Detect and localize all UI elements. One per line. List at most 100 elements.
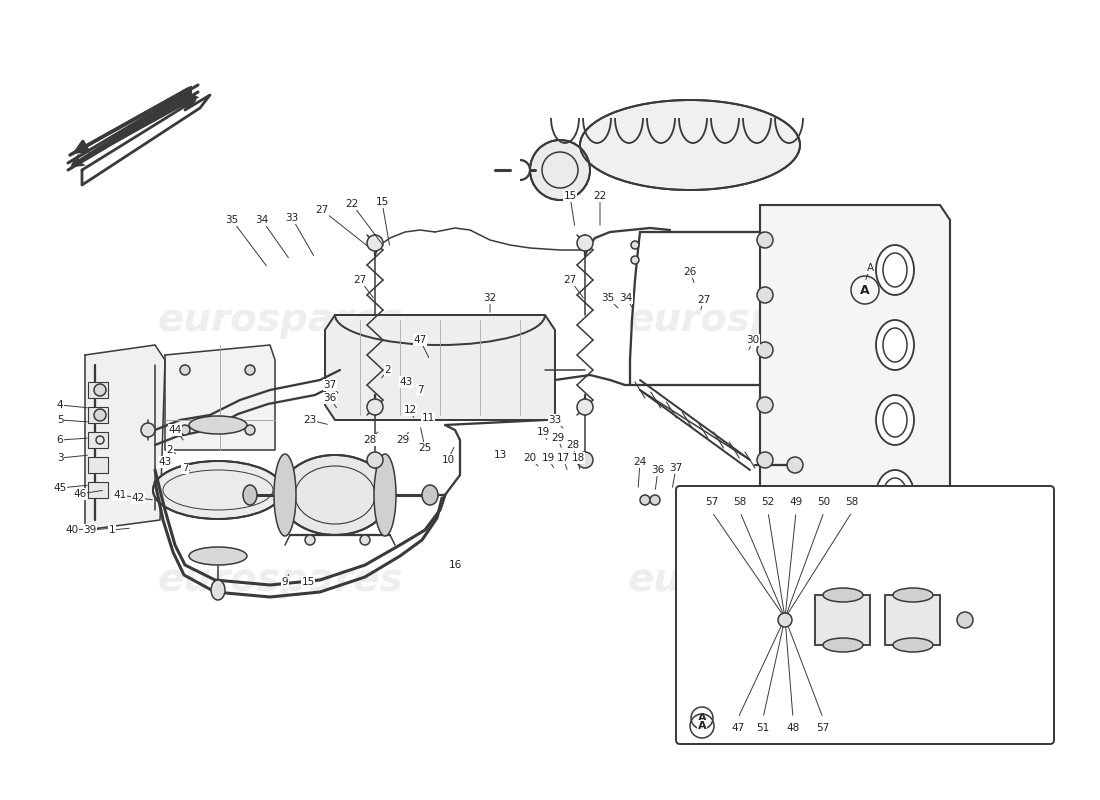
Text: 50: 50 bbox=[817, 497, 830, 507]
Text: eurospares: eurospares bbox=[627, 561, 873, 599]
Text: 34: 34 bbox=[255, 215, 268, 225]
Ellipse shape bbox=[274, 454, 296, 536]
Circle shape bbox=[578, 452, 593, 468]
Text: 17: 17 bbox=[557, 453, 570, 463]
Ellipse shape bbox=[280, 455, 390, 535]
Circle shape bbox=[245, 425, 255, 435]
Ellipse shape bbox=[211, 580, 226, 600]
Text: 29: 29 bbox=[551, 433, 564, 443]
Text: 13: 13 bbox=[494, 450, 507, 460]
Text: 29: 29 bbox=[396, 435, 409, 445]
Text: 47: 47 bbox=[414, 335, 427, 345]
Circle shape bbox=[305, 535, 315, 545]
Text: A: A bbox=[860, 283, 870, 297]
Ellipse shape bbox=[374, 454, 396, 536]
Text: 35: 35 bbox=[602, 293, 615, 303]
Text: 32: 32 bbox=[483, 293, 496, 303]
Ellipse shape bbox=[823, 638, 864, 652]
Text: 5: 5 bbox=[57, 415, 64, 425]
Bar bbox=[815, 595, 870, 645]
Text: 37: 37 bbox=[323, 380, 337, 390]
Bar bbox=[88, 457, 108, 473]
Text: A: A bbox=[867, 263, 873, 273]
Text: 40: 40 bbox=[65, 525, 78, 535]
Text: 49: 49 bbox=[790, 497, 803, 507]
Bar bbox=[88, 407, 108, 423]
Text: 46: 46 bbox=[74, 489, 87, 499]
Text: 15: 15 bbox=[375, 197, 388, 207]
Polygon shape bbox=[165, 345, 275, 450]
Circle shape bbox=[180, 365, 190, 375]
Text: 7: 7 bbox=[417, 385, 424, 395]
Ellipse shape bbox=[893, 588, 933, 602]
Circle shape bbox=[778, 613, 792, 627]
Circle shape bbox=[757, 452, 773, 468]
Text: 24: 24 bbox=[634, 457, 647, 467]
Circle shape bbox=[640, 495, 650, 505]
Text: 25: 25 bbox=[418, 443, 431, 453]
Text: 58: 58 bbox=[846, 497, 859, 507]
Text: 43: 43 bbox=[158, 457, 172, 467]
Circle shape bbox=[757, 342, 773, 358]
Text: 27: 27 bbox=[563, 275, 576, 285]
Text: 15: 15 bbox=[301, 577, 315, 587]
Text: 33: 33 bbox=[549, 415, 562, 425]
Text: 44: 44 bbox=[168, 425, 182, 435]
Text: 19: 19 bbox=[537, 427, 550, 437]
Ellipse shape bbox=[243, 485, 257, 505]
Bar bbox=[88, 482, 108, 498]
Text: 33: 33 bbox=[285, 213, 298, 223]
Ellipse shape bbox=[876, 320, 914, 370]
Text: A: A bbox=[697, 721, 706, 731]
Text: 19: 19 bbox=[541, 453, 554, 463]
Text: 28: 28 bbox=[566, 440, 580, 450]
Text: 42: 42 bbox=[131, 493, 144, 503]
Text: 12: 12 bbox=[404, 405, 417, 415]
Bar bbox=[886, 595, 940, 645]
Text: 3: 3 bbox=[57, 453, 64, 463]
Ellipse shape bbox=[876, 395, 914, 445]
Circle shape bbox=[786, 457, 803, 473]
Bar bbox=[88, 432, 108, 448]
Circle shape bbox=[631, 256, 639, 264]
Ellipse shape bbox=[893, 638, 933, 652]
Circle shape bbox=[578, 399, 593, 415]
Ellipse shape bbox=[189, 547, 248, 565]
Text: eurospares: eurospares bbox=[157, 561, 403, 599]
Circle shape bbox=[245, 365, 255, 375]
Text: 52: 52 bbox=[761, 497, 774, 507]
Ellipse shape bbox=[580, 100, 800, 190]
Text: 20: 20 bbox=[524, 453, 537, 463]
Text: 26: 26 bbox=[683, 267, 696, 277]
Circle shape bbox=[631, 241, 639, 249]
Circle shape bbox=[757, 397, 773, 413]
Ellipse shape bbox=[876, 470, 914, 520]
Text: 35: 35 bbox=[226, 215, 239, 225]
Text: 1: 1 bbox=[109, 525, 116, 535]
Text: 10: 10 bbox=[441, 455, 454, 465]
Text: 37: 37 bbox=[670, 463, 683, 473]
Text: 2: 2 bbox=[385, 365, 392, 375]
Text: 43: 43 bbox=[399, 377, 412, 387]
Circle shape bbox=[650, 495, 660, 505]
Text: A: A bbox=[697, 713, 706, 723]
Circle shape bbox=[530, 140, 590, 200]
Text: 22: 22 bbox=[345, 199, 359, 209]
Text: 48: 48 bbox=[786, 723, 800, 733]
Text: 2: 2 bbox=[167, 445, 174, 455]
Circle shape bbox=[367, 452, 383, 468]
Polygon shape bbox=[85, 345, 165, 530]
Text: 7: 7 bbox=[182, 463, 188, 473]
Ellipse shape bbox=[823, 588, 864, 602]
Text: 16: 16 bbox=[449, 560, 462, 570]
Text: 39: 39 bbox=[84, 525, 97, 535]
Text: 51: 51 bbox=[757, 723, 770, 733]
Text: 22: 22 bbox=[593, 191, 606, 201]
Circle shape bbox=[367, 399, 383, 415]
Text: 23: 23 bbox=[304, 415, 317, 425]
Text: 4: 4 bbox=[57, 400, 64, 410]
Circle shape bbox=[180, 425, 190, 435]
Circle shape bbox=[757, 232, 773, 248]
Text: 28: 28 bbox=[363, 435, 376, 445]
Circle shape bbox=[360, 535, 370, 545]
